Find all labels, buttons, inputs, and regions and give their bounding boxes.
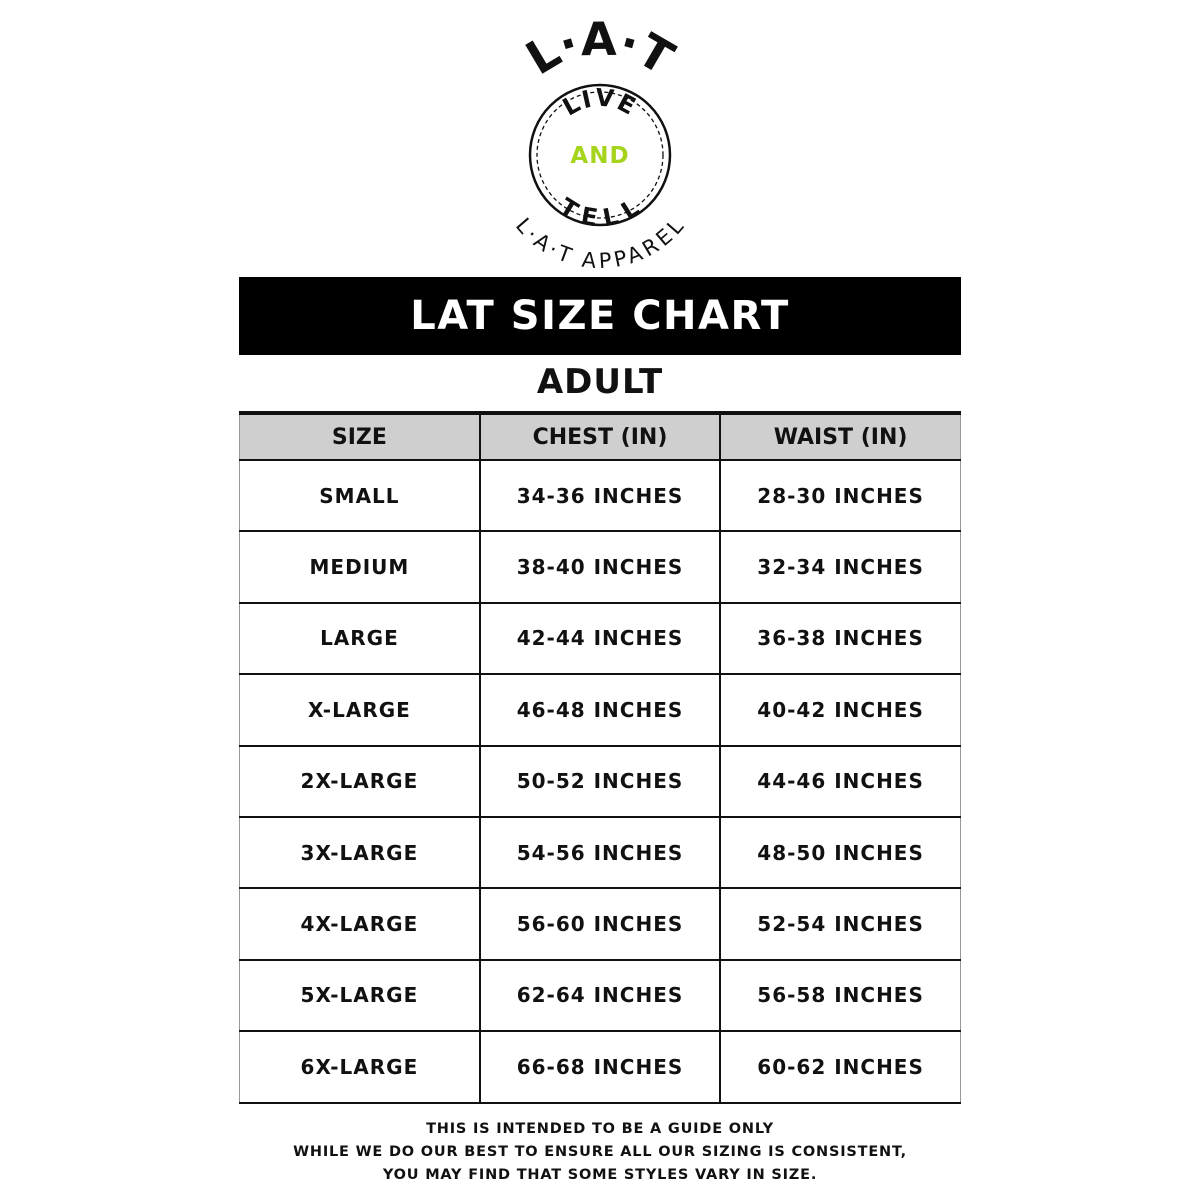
table-row: MEDIUM 38-40 INCHES 32-34 INCHES [238, 530, 962, 604]
chest-cell: 50-52 INCHES [478, 744, 722, 818]
page-title: LAT SIZE CHART [410, 293, 790, 339]
size-cell: SMALL [238, 458, 481, 533]
section-subtitle: ADULT [536, 362, 664, 402]
logo-bottom-text: L·A·T APPAREL [511, 214, 689, 270]
table-row: 5X-LARGE 62-64 INCHES 56-58 INCHES [238, 958, 962, 1033]
chest-cell: 42-44 INCHES [478, 601, 722, 676]
size-cell: 6X-LARGE [238, 1030, 481, 1104]
table-row: SMALL 34-36 INCHES 28-30 INCHES [238, 458, 962, 533]
table-row: 6X-LARGE 66-68 INCHES 60-62 INCHES [238, 1030, 962, 1104]
chest-cell: 62-64 INCHES [478, 958, 722, 1033]
table-row: 3X-LARGE 54-56 INCHES 48-50 INCHES [238, 815, 962, 890]
waist-cell: 44-46 INCHES [719, 744, 962, 818]
waist-cell: 56-58 INCHES [719, 958, 962, 1033]
disclaimer-line: WHILE WE DO OUR BEST TO ENSURE ALL OUR S… [293, 1144, 907, 1160]
chest-cell: 56-60 INCHES [478, 887, 722, 961]
disclaimer-line: YOU MAY FIND THAT SOME STYLES VARY IN SI… [382, 1167, 818, 1183]
size-cell: 4X-LARGE [238, 887, 481, 961]
chest-cell: 46-48 INCHES [478, 673, 722, 747]
chest-cell: 54-56 INCHES [478, 815, 722, 890]
disclaimer-line: THIS IS INTENDED TO BE A GUIDE ONLY [426, 1121, 774, 1137]
logo-inner-top: LIVE [558, 83, 642, 121]
size-chart-table: SIZE CHEST (IN) WAIST (IN) SMALL 34-36 INCH… [238, 411, 962, 1104]
size-cell: 5X-LARGE [238, 958, 481, 1033]
column-header: CHEST (IN) [478, 411, 722, 461]
size-cell: LARGE [238, 601, 481, 676]
chest-cell: 34-36 INCHES [478, 458, 722, 533]
chest-cell: 66-68 INCHES [478, 1030, 722, 1104]
table-row: 4X-LARGE 56-60 INCHES 52-54 INCHES [238, 887, 962, 961]
size-cell: MEDIUM [238, 530, 481, 604]
table-row: 2X-LARGE 50-52 INCHES 44-46 INCHES [238, 744, 962, 818]
waist-cell: 40-42 INCHES [719, 673, 962, 747]
waist-cell: 48-50 INCHES [719, 815, 962, 890]
title-banner: LAT SIZE CHART [239, 277, 961, 355]
disclaimer: THIS IS INTENDED TO BE A GUIDE ONLY WHIL… [239, 1118, 961, 1187]
lat-logo: L·A·T LIVE AND TELL L·A·T APPAREL [511, 20, 689, 270]
column-header: WAIST (IN) [719, 411, 962, 461]
table-row: X-LARGE 46-48 INCHES 40-42 INCHES [238, 673, 962, 747]
waist-cell: 32-34 INCHES [719, 530, 962, 604]
logo-top-text: L·A·T [517, 20, 684, 86]
waist-cell: 28-30 INCHES [719, 458, 962, 533]
logo-inner-middle: AND [570, 143, 629, 169]
waist-cell: 36-38 INCHES [719, 601, 962, 676]
table-row: LARGE 42-44 INCHES 36-38 INCHES [238, 601, 962, 676]
size-cell: 2X-LARGE [238, 744, 481, 818]
chest-cell: 38-40 INCHES [478, 530, 722, 604]
column-header: SIZE [238, 411, 481, 461]
table-header-row: SIZE CHEST (IN) WAIST (IN) [238, 411, 962, 461]
waist-cell: 60-62 INCHES [719, 1030, 962, 1104]
waist-cell: 52-54 INCHES [719, 887, 962, 961]
size-cell: X-LARGE [238, 673, 481, 747]
size-cell: 3X-LARGE [238, 815, 481, 890]
